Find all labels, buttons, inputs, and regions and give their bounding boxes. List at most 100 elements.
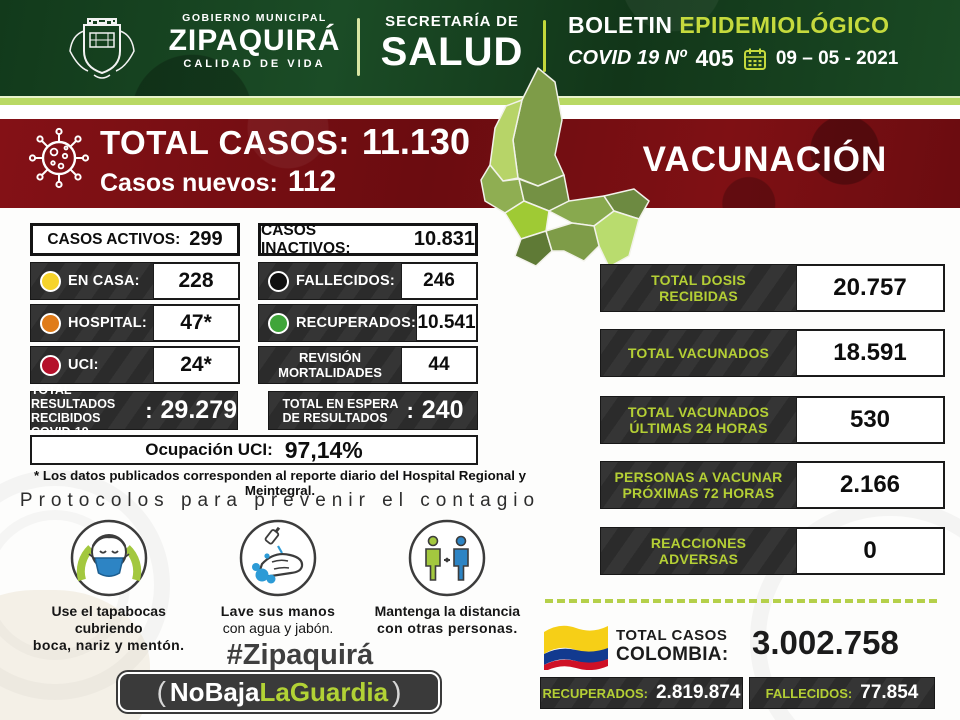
status-dot-orange: [40, 312, 61, 334]
protocol-item-handwash: Lave sus manos con agua y jabón.: [193, 518, 362, 654]
dosis-recibidas-value: 20.757: [796, 265, 944, 311]
vacunacion-title: VACUNACIÓN: [642, 140, 888, 179]
uci-value: 24*: [153, 347, 239, 383]
header-divider: [357, 18, 360, 76]
total-casos-label: TOTAL CASOS:: [100, 124, 350, 161]
gobierno-label: GOBIERNO MUNICIPAL: [182, 12, 327, 24]
colombia-recuperados-box: RECUPERADOS: 2.819.874: [540, 677, 743, 709]
secretaria-label: SECRETARÍA DE: [385, 13, 519, 30]
espera-resultados-value: 240: [421, 396, 464, 424]
status-dot-yellow: [40, 270, 61, 292]
protocol-caption: boca, nariz y mentón.: [32, 637, 185, 653]
fallecidos-label: FALLECIDOS:: [296, 273, 395, 289]
face-mask-icon: [70, 519, 147, 597]
bulletin-date: 09 – 05 - 2021: [775, 47, 899, 69]
dosis-recibidas-row: TOTAL DOSIS RECIBIDAS 20.757: [600, 264, 945, 312]
header-divider: [543, 20, 546, 72]
uci-row: UCI: 24*: [30, 346, 240, 384]
fallecidos-row: FALLECIDOS: 246: [258, 262, 478, 300]
casos-nuevos-value: 112: [287, 165, 337, 198]
recuperados-label: RECUPERADOS:: [296, 315, 417, 331]
resultados-recibidos-box: TOTAL RESULTADOS RECIBIDOS COVID-19 : 29…: [30, 383, 238, 439]
vacunar-72h-value: 2.166: [796, 462, 944, 508]
bracket-open: (: [156, 676, 166, 707]
white-strip: [0, 105, 960, 119]
hospital-value: 47*: [153, 305, 239, 341]
red-banner: [0, 119, 960, 208]
vacunar-72h-label: PERSONAS A VACUNAR PRÓXIMAS 72 HORAS: [614, 469, 783, 501]
casos-nuevos-label: Casos nuevos:: [100, 169, 278, 197]
revision-value: 44: [401, 347, 477, 383]
footnote: * Los datos publicados corresponden al r…: [33, 468, 527, 498]
bracket-close: ): [392, 676, 402, 707]
colombia-recuperados-label: RECUPERADOS:: [542, 685, 648, 701]
header-bar: GOBIERNO MUNICIPAL ZIPAQUIRÁ CALIDAD DE …: [0, 0, 960, 96]
casos-inactivos-box: CASOS INACTIVOS: 10.831: [258, 221, 478, 257]
campaign-text-lime: LaGuardia: [259, 676, 389, 707]
zipaquira-map: [480, 67, 650, 268]
dashed-divider: [545, 599, 937, 603]
resultados-recibidos-label: TOTAL RESULTADOS RECIBIDOS COVID-19: [31, 382, 116, 439]
en-casa-row: EN CASA: 228: [30, 262, 240, 300]
campaign-badge: ( NoBaja LaGuardia ): [116, 670, 442, 714]
hospital-row: HOSPITAL: 47*: [30, 304, 240, 342]
total-vacunados-value: 18.591: [796, 330, 944, 376]
casos-activos-label: CASOS ACTIVOS:: [47, 230, 181, 248]
en-casa-value: 228: [153, 263, 239, 299]
protocols-row: Use el tapabocas cubriendo boca, nariz y…: [24, 518, 532, 654]
casos-activos-box: CASOS ACTIVOS: 299: [30, 223, 240, 256]
en-casa-label: EN CASA:: [68, 273, 140, 289]
dosis-recibidas-label: TOTAL DOSIS RECIBIDAS: [651, 272, 746, 304]
colon: :: [145, 397, 153, 423]
colombia-total-label: TOTAL CASOS: [616, 627, 728, 644]
resultados-recibidos-value: 29.279: [160, 396, 237, 424]
total-casos-value: 11.130: [361, 121, 470, 162]
revision-label: REVISIÓN MORTALIDADES: [278, 350, 382, 380]
total-vacunados-label: TOTAL VACUNADOS: [627, 345, 770, 361]
reacciones-adversas-row: REACCIONES ADVERSAS 0: [600, 527, 945, 575]
reacciones-adversas-label: REACCIONES ADVERSAS: [650, 535, 747, 567]
vacunados-24h-value: 530: [796, 397, 944, 443]
reacciones-adversas-value: 0: [796, 528, 944, 574]
protocols-title: Protocolos para prevenir el contagio: [19, 490, 541, 511]
hand-wash-icon: [239, 519, 317, 597]
boletin-accent-label: EPIDEMIOLÓGICO: [679, 12, 890, 38]
colombia-fallecidos-value: 77.854: [860, 682, 919, 703]
recuperados-row: RECUPERADOS: 10.541: [258, 304, 478, 342]
protocol-item-distance: Mantenga la distancia con otras personas…: [363, 518, 532, 654]
colon: :: [406, 397, 414, 423]
bulletin-number: 405: [695, 45, 734, 71]
social-distance-icon: [409, 519, 486, 597]
espera-resultados-label: TOTAL EN ESPERA DE RESULTADOS: [282, 396, 399, 425]
status-dot-black: [268, 270, 289, 292]
calendar-icon: [743, 48, 766, 70]
casos-activos-value: 299: [189, 228, 223, 250]
zipaquira-crest-logo: [69, 18, 135, 79]
colombia-flag-icon: [544, 625, 608, 670]
ocupacion-uci-value: 97,14%: [284, 436, 363, 463]
lime-strip: [0, 96, 960, 105]
colombia-total-value: 3.002.758: [752, 624, 899, 661]
colombia-fallecidos-label: FALLECIDOS:: [765, 685, 853, 701]
protocol-caption: con otras personas.: [376, 620, 518, 636]
virus-icon: [28, 127, 90, 189]
protocol-caption: Lave sus manos: [220, 603, 336, 619]
colombia-label: COLOMBIA:: [616, 644, 729, 665]
colombia-fallecidos-box: FALLECIDOS: 77.854: [749, 677, 935, 709]
recuperados-value: 10.541: [416, 305, 477, 341]
protocol-caption: Mantenga la distancia: [374, 603, 521, 619]
protocol-caption: con agua y jabón.: [222, 620, 334, 636]
covid-label: COVID 19 Nº: [568, 47, 687, 69]
status-dot-red: [40, 354, 61, 376]
hospital-label: HOSPITAL:: [68, 315, 147, 331]
city-logo-text: ZIPAQUIRÁ: [168, 24, 341, 57]
casos-inactivos-label: CASOS INACTIVOS:: [261, 221, 351, 257]
ocupacion-uci-label: Ocupación UCI:: [145, 440, 273, 459]
city-tagline: CALIDAD DE VIDA: [183, 58, 326, 70]
total-vacunados-row: TOTAL VACUNADOS 18.591: [600, 329, 945, 377]
campaign-text-white: NoBaja: [169, 676, 260, 707]
ocupacion-uci-box: Ocupación UCI: 97,14%: [30, 435, 478, 465]
protocol-caption: Use el tapabocas cubriendo: [51, 603, 166, 636]
boletin-label: BOLETIN: [568, 12, 673, 38]
